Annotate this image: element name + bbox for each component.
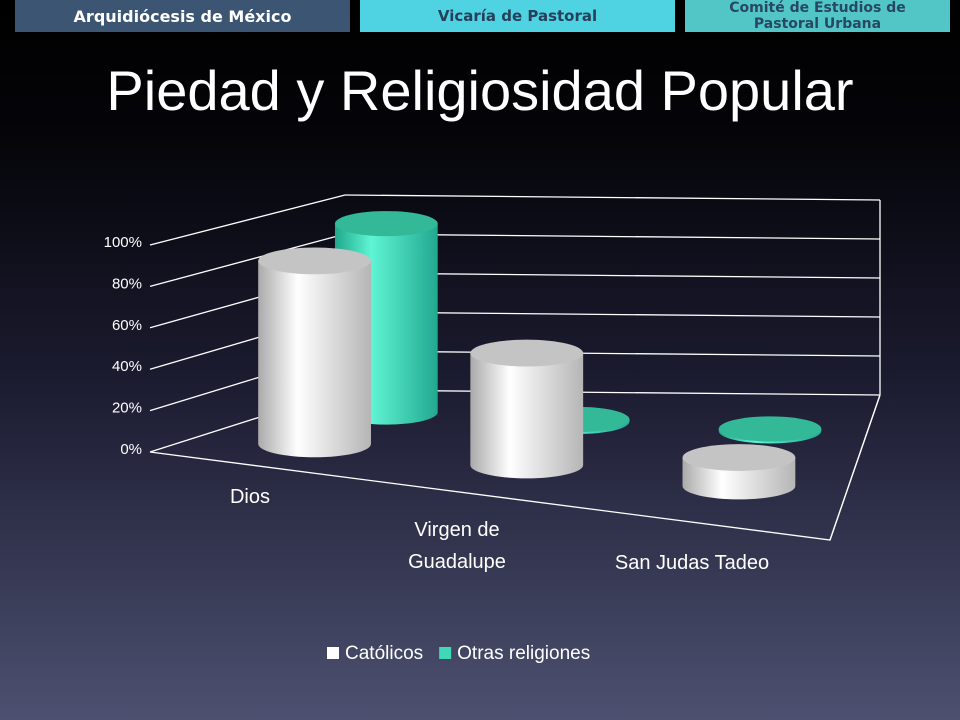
y-tick-label: 20% [112, 400, 142, 417]
cylinder [470, 339, 584, 479]
cylinder-top [334, 211, 438, 237]
cylinder-top [470, 339, 584, 367]
cylinder-top [682, 444, 796, 471]
y-tick-label: 80% [112, 275, 142, 292]
cylinder [258, 247, 371, 458]
chart-title: Piedad y Religiosidad Popular [106, 59, 853, 122]
wall-edge [829, 394, 881, 541]
grid-line [149, 194, 346, 246]
header-tab: Vicaría de Pastoral [360, 0, 675, 32]
legend-swatch [327, 647, 339, 659]
legend-label: Otras religiones [457, 643, 590, 664]
cylinder [718, 416, 822, 444]
header-tab: Comité de Estudios de Pastoral Urbana [685, 0, 950, 32]
y-tick-label: 60% [112, 317, 142, 334]
x-tick-label: Virgen de Guadalupe [408, 519, 506, 573]
cylinder [682, 444, 796, 500]
cylinder-body [470, 353, 584, 479]
legend-label: Católicos [345, 643, 423, 664]
header-tab: Arquidiócesis de México [15, 0, 350, 32]
x-tick-label: San Judas Tadeo [614, 552, 770, 574]
cylinder-body [258, 260, 371, 458]
grid-line [344, 194, 881, 201]
y-tick-label: 100% [104, 234, 142, 251]
y-tick-label: 40% [112, 358, 142, 375]
cylinder-top [718, 416, 822, 442]
cylinder-top [258, 247, 371, 275]
y-tick-label: 0% [120, 441, 142, 458]
x-tick-label: Dios [229, 486, 270, 508]
grid-line [149, 233, 346, 288]
legend-swatch [439, 647, 452, 659]
